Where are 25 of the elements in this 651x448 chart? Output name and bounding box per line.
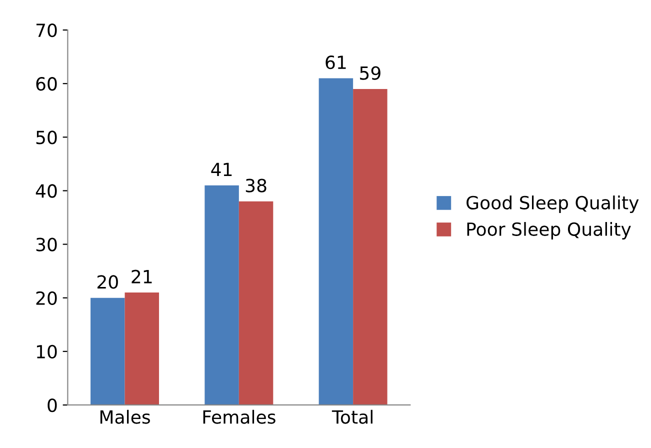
y-tick-label: 10 <box>36 344 57 359</box>
legend-label: Good Sleep Quality <box>466 196 639 213</box>
data-label: 61 <box>326 56 346 70</box>
y-tick-label: 30 <box>36 238 57 252</box>
y-tick-label: 70 <box>36 23 57 38</box>
y-tick-label: 40 <box>36 184 57 198</box>
y-tick-label: 50 <box>36 130 57 144</box>
data-label: 21 <box>132 270 152 284</box>
data-label: 20 <box>97 275 118 289</box>
y-tick-label: 60 <box>36 77 57 91</box>
bar <box>318 78 354 405</box>
bar <box>353 88 388 405</box>
x-tick-label: Females <box>203 410 276 424</box>
data-label: 59 <box>360 66 380 80</box>
bar <box>124 292 160 405</box>
data-label: 41 <box>211 162 232 176</box>
x-tick-label: Males <box>100 410 150 424</box>
y-tick-label: 0 <box>48 398 57 412</box>
y-tick-label: 20 <box>36 291 57 305</box>
data-label: 38 <box>246 178 266 192</box>
bar <box>204 185 239 405</box>
bar <box>90 298 125 405</box>
legend-label: Poor Sleep Quality <box>467 222 631 240</box>
bar <box>238 201 274 405</box>
x-tick-label: Total <box>332 410 372 424</box>
